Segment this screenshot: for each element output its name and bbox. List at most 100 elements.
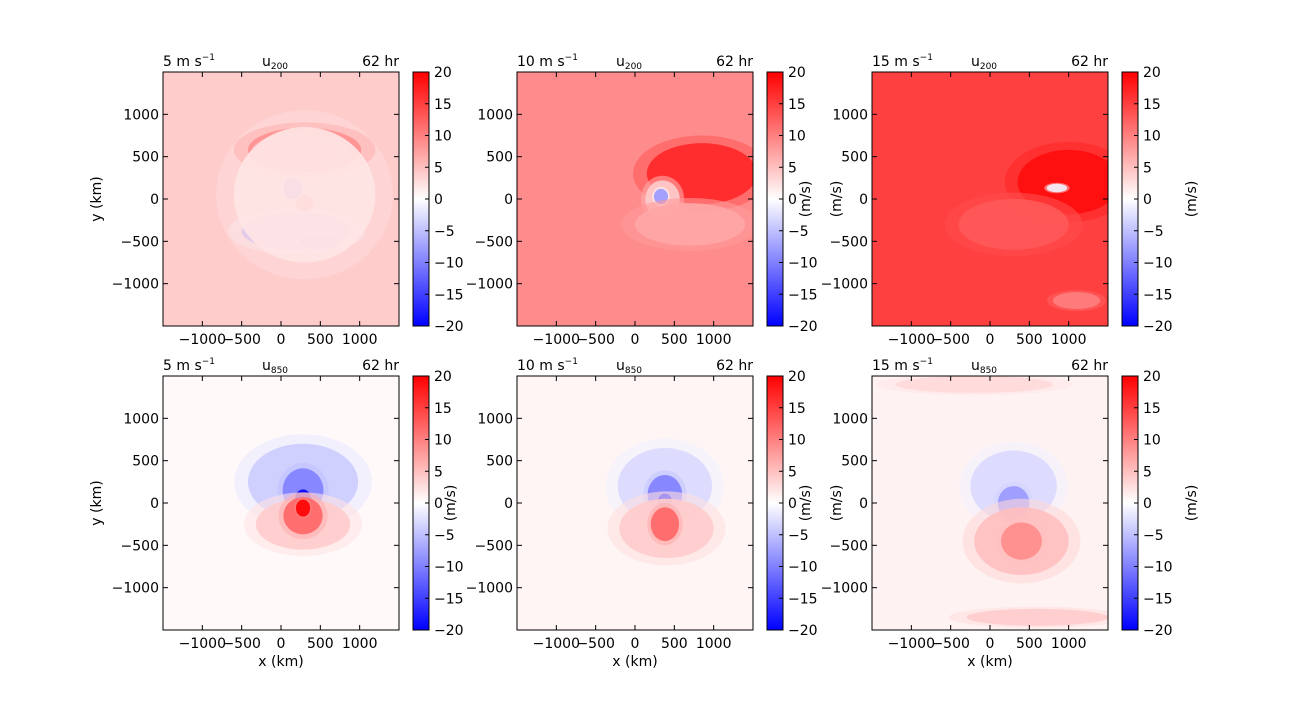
colorbar-tick-label: 10 xyxy=(434,433,452,449)
y-tick-label: −500 xyxy=(475,538,513,554)
y-axis-label: (m/s) xyxy=(443,485,459,522)
y-axis-label: (m/s) xyxy=(798,181,814,218)
colorbar-tick-label: 15 xyxy=(1143,97,1161,113)
variable-subscript: 850 xyxy=(980,366,997,376)
y-tick-label: −1000 xyxy=(466,277,513,293)
x-tick-label: −500 xyxy=(931,636,969,652)
y-tick-label: 500 xyxy=(841,150,868,166)
y-tick-label: 0 xyxy=(504,496,513,512)
x-tick-label: −500 xyxy=(222,636,260,652)
colorbar-tick-label: 20 xyxy=(1143,369,1161,385)
colorbar-tick-label: 5 xyxy=(788,464,797,480)
x-tick-label: 0 xyxy=(986,636,995,652)
colorbar-tick-label: −15 xyxy=(434,591,464,607)
colorbar-tick-label: −15 xyxy=(788,591,818,607)
colorbar-tick-label: −5 xyxy=(1143,528,1164,544)
heatmap-field xyxy=(605,438,726,566)
y-tick-label: 500 xyxy=(132,150,159,166)
heatmap-contour-4 xyxy=(1052,292,1101,310)
panel-title-right: 62 hr xyxy=(362,358,399,374)
y-tick-label: 0 xyxy=(859,496,868,512)
x-tick-label: 1000 xyxy=(1051,636,1087,652)
colorbar-tick-label: 15 xyxy=(1143,401,1161,417)
y-tick-label: −1000 xyxy=(821,581,868,597)
colorbar-tick-label: −10 xyxy=(788,256,818,272)
colorbar-tick-label: −20 xyxy=(1143,623,1173,639)
panel-title-left: 15 m s−1 xyxy=(872,357,933,374)
title-superscript: −1 xyxy=(202,53,215,63)
heatmap-field xyxy=(875,376,1108,628)
colorbar-tick-label: 15 xyxy=(788,401,806,417)
colorbar-tick-label: −15 xyxy=(788,287,818,303)
x-axis-label: x (km) xyxy=(258,654,303,670)
x-tick-label: −1000 xyxy=(179,636,226,652)
colorbar-tick-label: 0 xyxy=(788,496,797,512)
colorbar-tick-label: 5 xyxy=(1143,160,1152,176)
x-tick-label: 1000 xyxy=(342,636,378,652)
heatmap-contour-6 xyxy=(295,499,311,517)
colorbar-tick-label: 20 xyxy=(1143,65,1161,81)
colorbar-tick-label: 0 xyxy=(434,496,443,512)
colorbar-tick-label: −10 xyxy=(788,560,818,576)
y-tick-label: 500 xyxy=(841,454,868,470)
colorbar-label: (m/s) xyxy=(1184,181,1200,218)
colorbar-tick-label: −5 xyxy=(788,528,809,544)
x-tick-label: 0 xyxy=(986,332,995,348)
heatmap-contour-6 xyxy=(895,376,1053,393)
x-tick-label: −1000 xyxy=(533,332,580,348)
x-tick-label: −1000 xyxy=(888,332,935,348)
colorbar-tick-label: −5 xyxy=(434,528,455,544)
colorbar-tick-label: 0 xyxy=(788,192,797,208)
x-tick-label: 1000 xyxy=(696,332,732,348)
y-tick-label: 1000 xyxy=(832,107,868,123)
colorbar-tick-label: −10 xyxy=(1143,560,1173,576)
x-tick-label: −1000 xyxy=(533,636,580,652)
y-tick-label: −500 xyxy=(830,234,868,250)
colorbar-tick-label: −10 xyxy=(434,560,464,576)
y-tick-label: −1000 xyxy=(821,277,868,293)
y-tick-label: 0 xyxy=(859,192,868,208)
x-tick-label: 500 xyxy=(661,332,688,348)
heatmap-field xyxy=(621,135,753,251)
y-tick-label: 500 xyxy=(486,150,513,166)
colorbar-tick-label: 0 xyxy=(1143,496,1152,512)
x-tick-label: −1000 xyxy=(888,636,935,652)
heatmap-field xyxy=(944,141,1108,312)
colorbar-tick-label: 15 xyxy=(434,97,452,113)
colorbar-tick-label: −20 xyxy=(788,319,818,335)
y-tick-label: −500 xyxy=(121,234,159,250)
colorbar-tick-label: −5 xyxy=(1143,224,1164,240)
panel-title-variable: u200 xyxy=(971,54,997,72)
y-tick-label: −500 xyxy=(475,234,513,250)
y-tick-label: −1000 xyxy=(466,581,513,597)
colorbar-tick-label: 20 xyxy=(434,369,452,385)
x-tick-label: −500 xyxy=(576,332,614,348)
colorbar-tick-label: −15 xyxy=(1143,591,1173,607)
colorbar-tick-label: 5 xyxy=(788,160,797,176)
x-tick-label: −500 xyxy=(222,332,260,348)
variable-subscript: 850 xyxy=(625,366,642,376)
heatmap-contour-4 xyxy=(635,203,746,246)
x-tick-label: 500 xyxy=(1016,332,1043,348)
panel-title-variable: u200 xyxy=(262,54,288,72)
colorbar-tick-label: 10 xyxy=(1143,129,1161,145)
colorbar-tick-label: 0 xyxy=(434,192,443,208)
colorbar-tick-label: −5 xyxy=(788,224,809,240)
y-tick-label: −1000 xyxy=(112,277,159,293)
x-tick-label: 0 xyxy=(631,332,640,348)
panel-title-left: 15 m s−1 xyxy=(872,53,933,70)
title-superscript: −1 xyxy=(565,357,578,367)
heatmap-contour-7 xyxy=(233,127,376,263)
y-axis-label: (m/s) xyxy=(798,485,814,522)
panel-title-left: 10 m s−1 xyxy=(517,53,578,70)
y-tick-label: −500 xyxy=(830,538,868,554)
panel-title-variable: u850 xyxy=(262,358,288,376)
panel-title-right: 62 hr xyxy=(1071,358,1108,374)
colorbar-tick-label: 5 xyxy=(1143,464,1152,480)
y-tick-label: 500 xyxy=(132,454,159,470)
x-tick-label: 1000 xyxy=(1051,332,1087,348)
